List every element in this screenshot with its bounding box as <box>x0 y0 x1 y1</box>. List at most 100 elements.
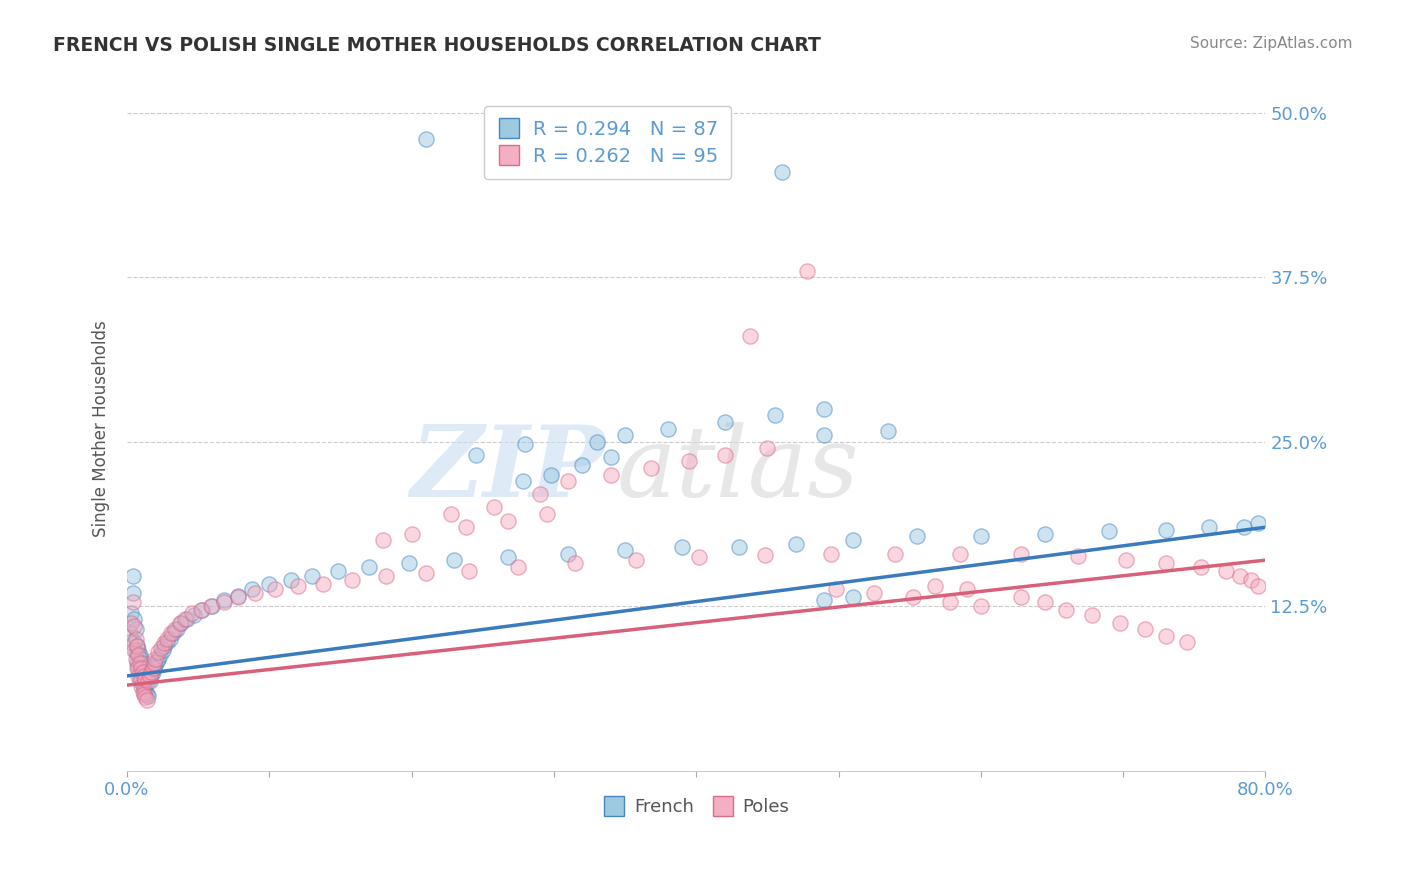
Point <box>373 533 395 548</box>
Point <box>820 547 842 561</box>
Point <box>498 550 520 565</box>
Point <box>135 692 157 706</box>
Point <box>682 132 704 146</box>
Point <box>125 661 148 675</box>
Point <box>134 665 156 679</box>
Point <box>121 586 143 600</box>
Point <box>1154 556 1177 570</box>
Point <box>1191 559 1213 574</box>
Point <box>125 639 148 653</box>
Point <box>640 461 662 475</box>
Point <box>124 632 146 646</box>
Point <box>1033 526 1056 541</box>
Point <box>1240 573 1263 587</box>
Point <box>145 652 167 666</box>
Point <box>176 612 198 626</box>
Point <box>1198 520 1220 534</box>
Point <box>863 586 886 600</box>
Point <box>124 645 146 659</box>
Point <box>169 616 191 631</box>
Point <box>142 661 165 675</box>
Point <box>326 564 349 578</box>
Point <box>713 415 735 429</box>
Point <box>443 553 465 567</box>
Point <box>200 599 222 614</box>
Point <box>131 656 153 670</box>
Point <box>129 661 152 675</box>
Point <box>1066 549 1088 564</box>
Point <box>415 132 437 146</box>
Point <box>118 625 141 640</box>
Point <box>1175 634 1198 648</box>
Point <box>131 684 153 698</box>
Point <box>143 656 166 670</box>
Point <box>152 642 174 657</box>
Point <box>259 577 281 591</box>
Point <box>1133 622 1156 636</box>
Point <box>599 467 621 482</box>
Point <box>145 658 167 673</box>
Point <box>142 665 165 679</box>
Point <box>970 529 993 543</box>
Point <box>129 674 152 689</box>
Point <box>312 577 335 591</box>
Point <box>125 639 148 653</box>
Point <box>124 622 146 636</box>
Point <box>146 655 169 669</box>
Point <box>796 263 818 277</box>
Point <box>212 592 235 607</box>
Point <box>131 665 153 679</box>
Point <box>264 582 287 596</box>
Point <box>122 619 145 633</box>
Point <box>571 458 593 473</box>
Point <box>529 487 551 501</box>
Point <box>454 520 477 534</box>
Point <box>813 592 835 607</box>
Point <box>464 448 486 462</box>
Point <box>901 590 924 604</box>
Point <box>884 547 907 561</box>
Point <box>141 669 163 683</box>
Text: FRENCH VS POLISH SINGLE MOTHER HOUSEHOLDS CORRELATION CHART: FRENCH VS POLISH SINGLE MOTHER HOUSEHOLD… <box>53 36 821 54</box>
Point <box>125 656 148 670</box>
Point <box>508 559 530 574</box>
Point <box>482 500 505 515</box>
Point <box>1010 547 1032 561</box>
Point <box>134 684 156 698</box>
Point <box>127 661 149 675</box>
Point <box>824 582 846 596</box>
Point <box>1215 564 1237 578</box>
Point <box>1109 616 1132 631</box>
Point <box>191 603 214 617</box>
Point <box>614 542 637 557</box>
Point <box>415 566 437 581</box>
Point <box>740 329 762 343</box>
Point <box>457 564 479 578</box>
Point <box>128 669 150 683</box>
Point <box>340 573 363 587</box>
Point <box>1154 523 1177 537</box>
Point <box>174 612 197 626</box>
Point <box>190 603 212 617</box>
Point <box>756 442 779 456</box>
Point <box>129 652 152 666</box>
Point <box>132 659 155 673</box>
Point <box>138 674 160 689</box>
Point <box>132 687 155 701</box>
Text: atlas: atlas <box>617 422 859 517</box>
Point <box>134 672 156 686</box>
Point <box>375 569 398 583</box>
Point <box>287 579 309 593</box>
Point <box>970 599 993 614</box>
Point <box>280 573 302 587</box>
Point <box>401 526 423 541</box>
Point <box>156 632 179 646</box>
Point <box>148 645 170 659</box>
Point <box>498 514 520 528</box>
Legend: French, Poles: French, Poles <box>596 791 797 823</box>
Point <box>132 681 155 695</box>
Point <box>678 454 700 468</box>
Point <box>132 669 155 683</box>
Text: ZIP: ZIP <box>411 421 605 518</box>
Point <box>150 641 173 656</box>
